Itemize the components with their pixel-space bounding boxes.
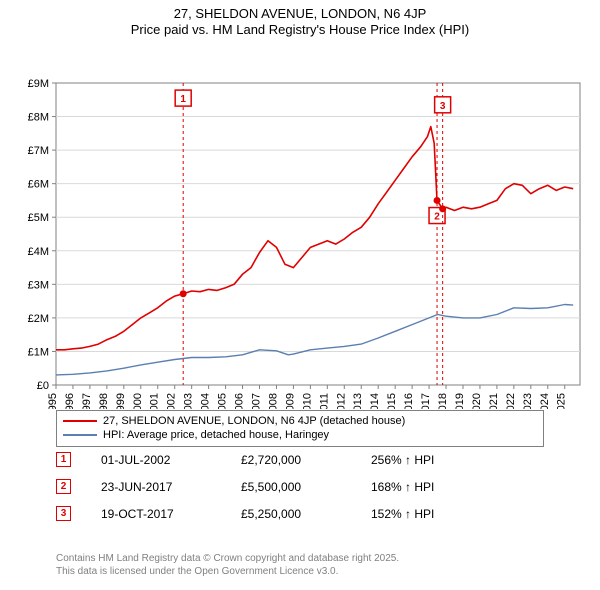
- legend-item: 27, SHELDON AVENUE, LONDON, N6 4JP (deta…: [63, 414, 537, 428]
- svg-text:2000: 2000: [132, 393, 144, 409]
- legend: 27, SHELDON AVENUE, LONDON, N6 4JP (deta…: [56, 410, 544, 447]
- svg-text:1998: 1998: [98, 393, 110, 409]
- sale-price: £5,500,000: [241, 480, 341, 494]
- svg-text:1996: 1996: [64, 393, 76, 409]
- svg-text:2018: 2018: [437, 393, 449, 409]
- sale-price: £2,720,000: [241, 453, 341, 467]
- svg-text:1999: 1999: [115, 393, 127, 409]
- price-chart: £0 £1M £2M £3M £4M £5M £6M £7M £8M £9M 1995 1996 199…: [0, 39, 600, 409]
- sale-marker: 1: [56, 452, 71, 467]
- svg-text:£7M: £7M: [28, 145, 49, 157]
- footnote-line-2: This data is licensed under the Open Gov…: [56, 565, 399, 578]
- svg-text:2014: 2014: [369, 393, 381, 409]
- svg-text:2: 2: [434, 211, 440, 222]
- svg-text:2017: 2017: [420, 393, 432, 409]
- svg-text:2024: 2024: [539, 393, 551, 409]
- chart-title: 27, SHELDON AVENUE, LONDON, N6 4JP Price…: [0, 0, 600, 39]
- sale-price: £5,250,000: [241, 507, 341, 521]
- svg-text:£6M: £6M: [28, 178, 49, 190]
- legend-label: HPI: Average price, detached house, Hari…: [103, 428, 329, 442]
- sales-table: 1 01-JUL-2002 £2,720,000 256% ↑ HPI 2 23-JUN-…: [56, 452, 491, 533]
- svg-text:£3M: £3M: [28, 279, 49, 291]
- svg-text:£5M: £5M: [28, 212, 49, 224]
- svg-text:1997: 1997: [81, 393, 93, 409]
- svg-text:2006: 2006: [234, 393, 246, 409]
- svg-text:£4M: £4M: [28, 245, 49, 257]
- sale-date: 01-JUL-2002: [101, 453, 211, 467]
- sale-delta: 256% ↑ HPI: [371, 453, 491, 467]
- svg-text:£9M: £9M: [28, 78, 49, 90]
- svg-text:1: 1: [180, 94, 186, 105]
- svg-text:2003: 2003: [183, 393, 195, 409]
- svg-text:2001: 2001: [149, 393, 161, 409]
- svg-text:£1M: £1M: [28, 346, 49, 358]
- footnote-line-1: Contains HM Land Registry data © Crown c…: [56, 552, 399, 565]
- svg-text:2019: 2019: [454, 393, 466, 409]
- sale-row: 3 19-OCT-2017 £5,250,000 152% ↑ HPI: [56, 506, 491, 521]
- svg-text:2016: 2016: [403, 393, 415, 409]
- sale-date: 23-JUN-2017: [101, 480, 211, 494]
- sale-marker: 3: [56, 506, 71, 521]
- title-line-2: Price paid vs. HM Land Registry's House …: [0, 22, 600, 38]
- svg-text:2008: 2008: [267, 393, 279, 409]
- sale-marker: 2: [56, 479, 71, 494]
- svg-text:£2M: £2M: [28, 312, 49, 324]
- sale-delta: 152% ↑ HPI: [371, 507, 491, 521]
- svg-text:2002: 2002: [166, 393, 178, 409]
- svg-text:2015: 2015: [386, 393, 398, 409]
- svg-text:£8M: £8M: [28, 111, 49, 123]
- legend-item: HPI: Average price, detached house, Hari…: [63, 428, 537, 442]
- svg-text:1995: 1995: [47, 393, 59, 409]
- svg-text:3: 3: [440, 100, 446, 111]
- svg-text:2012: 2012: [335, 393, 347, 409]
- svg-text:2020: 2020: [471, 393, 483, 409]
- svg-text:2022: 2022: [505, 393, 517, 409]
- svg-text:2007: 2007: [250, 393, 262, 409]
- sale-delta: 168% ↑ HPI: [371, 480, 491, 494]
- svg-text:2023: 2023: [522, 393, 534, 409]
- svg-text:2009: 2009: [284, 393, 296, 409]
- svg-text:2004: 2004: [200, 393, 212, 409]
- footnote: Contains HM Land Registry data © Crown c…: [56, 552, 399, 578]
- sale-date: 19-OCT-2017: [101, 507, 211, 521]
- legend-swatch: [63, 434, 97, 436]
- svg-text:2021: 2021: [488, 392, 500, 408]
- legend-label: 27, SHELDON AVENUE, LONDON, N6 4JP (deta…: [103, 414, 405, 428]
- svg-text:2011: 2011: [318, 393, 330, 409]
- svg-text:2013: 2013: [352, 393, 364, 409]
- svg-text:2010: 2010: [301, 393, 313, 409]
- legend-swatch: [63, 420, 97, 422]
- title-line-1: 27, SHELDON AVENUE, LONDON, N6 4JP: [0, 6, 600, 22]
- sale-row: 1 01-JUL-2002 £2,720,000 256% ↑ HPI: [56, 452, 491, 467]
- svg-text:2005: 2005: [217, 393, 229, 409]
- svg-text:£0: £0: [37, 380, 49, 392]
- svg-text:2025: 2025: [556, 393, 568, 409]
- sale-row: 2 23-JUN-2017 £5,500,000 168% ↑ HPI: [56, 479, 491, 494]
